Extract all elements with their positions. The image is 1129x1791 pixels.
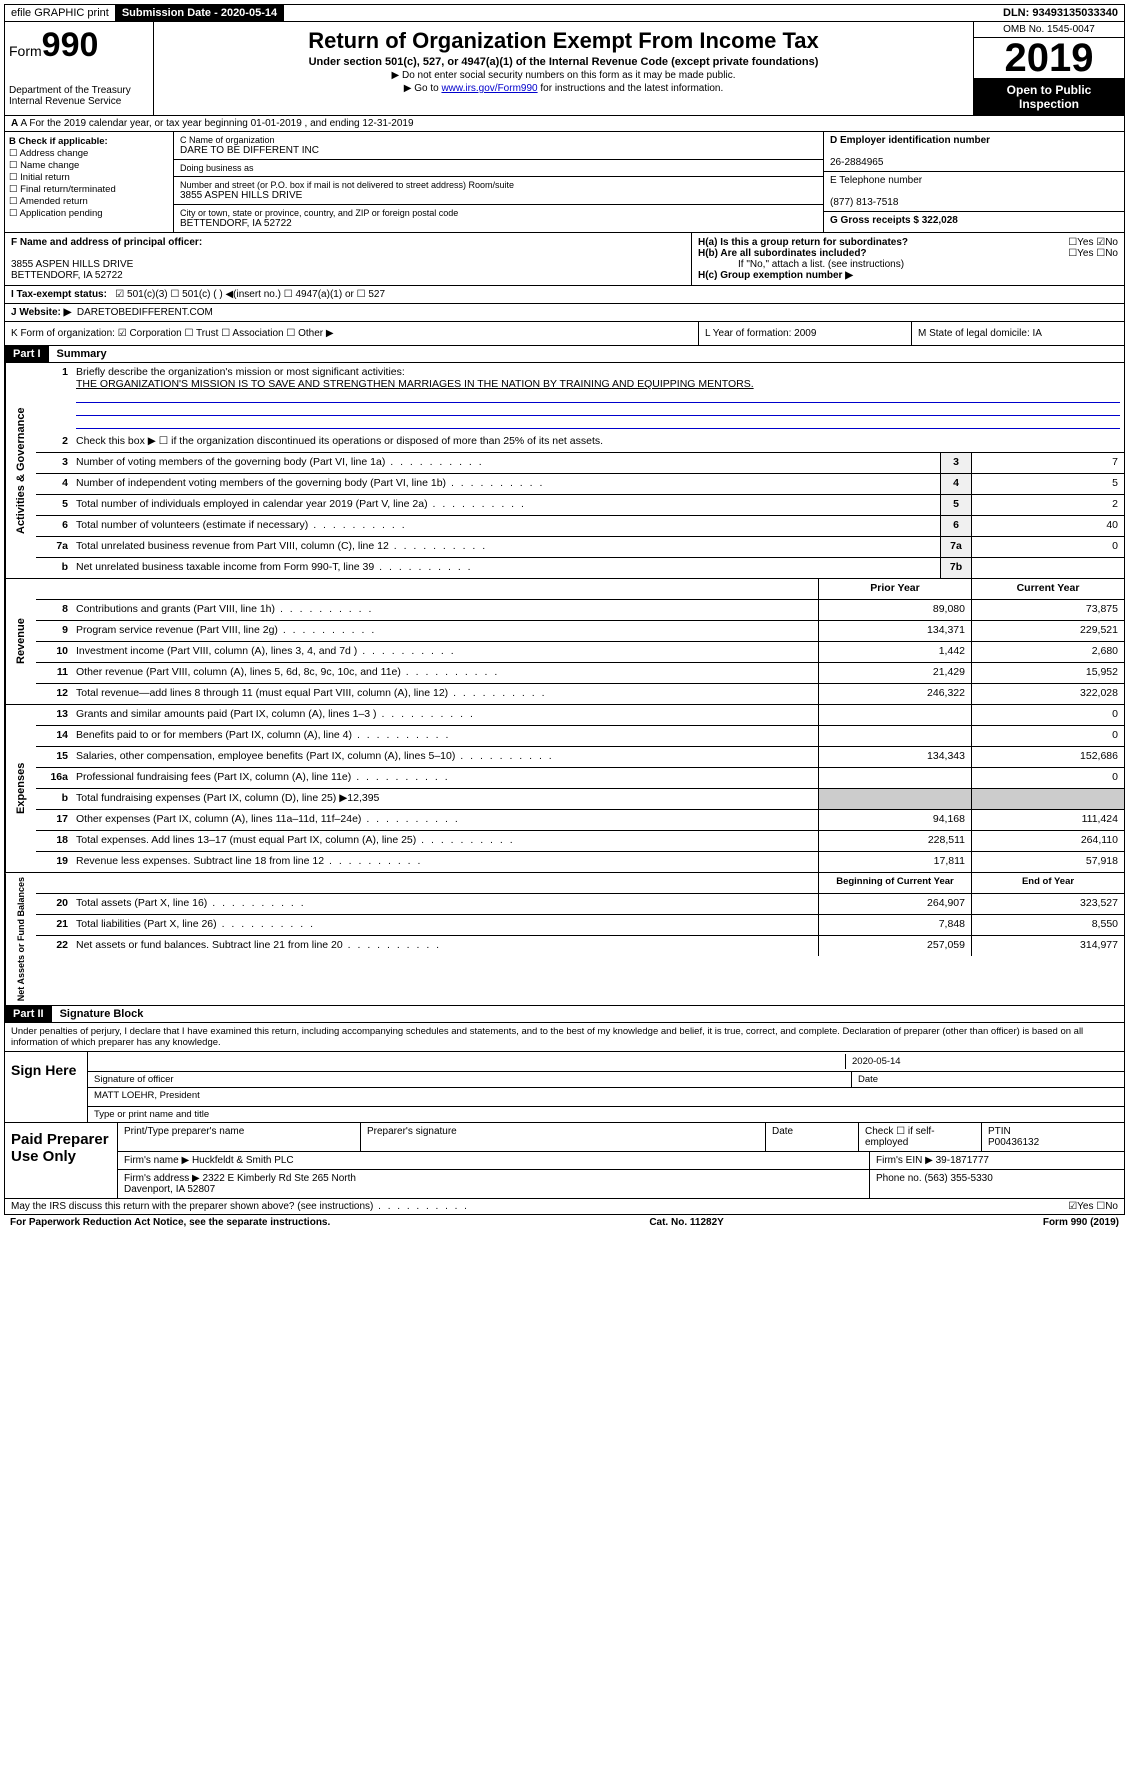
dln: DLN: 93493135033340 bbox=[997, 5, 1124, 21]
discuss-answer[interactable]: ☑Yes ☐No bbox=[1068, 1201, 1118, 1212]
phone-cell: E Telephone number (877) 813-7518 bbox=[824, 172, 1124, 212]
revenue-side-label: Revenue bbox=[5, 579, 36, 704]
exempt-options[interactable]: ☑ 501(c)(3) ☐ 501(c) ( ) ◀(insert no.) ☐… bbox=[115, 289, 385, 300]
governance-side-label: Activities & Governance bbox=[5, 363, 36, 578]
table-row: 19Revenue less expenses. Subtract line 1… bbox=[36, 852, 1124, 872]
netassets-side-label: Net Assets or Fund Balances bbox=[5, 873, 36, 1005]
table-row: 5Total number of individuals employed in… bbox=[36, 495, 1124, 516]
hb-answer[interactable]: ☐Yes ☐No bbox=[1068, 248, 1118, 259]
dept-label: Department of the Treasury Internal Reve… bbox=[9, 85, 149, 107]
perjury-statement: Under penalties of perjury, I declare th… bbox=[4, 1023, 1125, 1052]
table-row: 7aTotal unrelated business revenue from … bbox=[36, 537, 1124, 558]
check-amended[interactable]: ☐ Amended return bbox=[9, 196, 169, 207]
governance-section: Activities & Governance 1 Briefly descri… bbox=[4, 363, 1125, 579]
table-row: 14Benefits paid to or for members (Part … bbox=[36, 726, 1124, 747]
form-title: Return of Organization Exempt From Incom… bbox=[158, 28, 969, 54]
table-row: bTotal fundraising expenses (Part IX, co… bbox=[36, 789, 1124, 810]
netassets-section: Net Assets or Fund Balances Beginning of… bbox=[4, 873, 1125, 1006]
org-name-cell: C Name of organization DARE TO BE DIFFER… bbox=[174, 132, 823, 160]
sign-here-block: Sign Here 2020-05-14 Signature of office… bbox=[4, 1052, 1125, 1123]
paid-preparer-block: Paid Preparer Use Only Print/Type prepar… bbox=[4, 1123, 1125, 1199]
table-row: 3Number of voting members of the governi… bbox=[36, 453, 1124, 474]
form-org-row: K Form of organization: ☑ Corporation ☐ … bbox=[4, 322, 1125, 346]
officer-group-row: F Name and address of principal officer:… bbox=[4, 233, 1125, 286]
check-name-change[interactable]: ☐ Name change bbox=[9, 160, 169, 171]
line-2-checkbox[interactable]: Check this box ▶ ☐ if the organization d… bbox=[72, 432, 1124, 452]
table-row: 13Grants and similar amounts paid (Part … bbox=[36, 705, 1124, 726]
year-formation: L Year of formation: 2009 bbox=[699, 322, 912, 345]
gross-receipts-cell: G Gross receipts $ 322,028 bbox=[824, 212, 1124, 229]
table-row: 18Total expenses. Add lines 13–17 (must … bbox=[36, 831, 1124, 852]
expenses-side-label: Expenses bbox=[5, 705, 36, 872]
table-row: bNet unrelated business taxable income f… bbox=[36, 558, 1124, 578]
street-cell: Number and street (or P.O. box if mail i… bbox=[174, 177, 823, 205]
form-subtitle: Under section 501(c), 527, or 4947(a)(1)… bbox=[158, 56, 969, 68]
table-row: 17Other expenses (Part IX, column (A), l… bbox=[36, 810, 1124, 831]
form-of-org[interactable]: K Form of organization: ☑ Corporation ☐ … bbox=[5, 322, 699, 345]
submission-date: Submission Date - 2020-05-14 bbox=[116, 5, 284, 21]
footer-row: For Paperwork Reduction Act Notice, see … bbox=[4, 1215, 1125, 1230]
top-bar: efile GRAPHIC print Submission Date - 20… bbox=[4, 4, 1125, 22]
discuss-row: May the IRS discuss this return with the… bbox=[4, 1199, 1125, 1215]
col-b-checkboxes: B Check if applicable: ☐ Address change … bbox=[5, 132, 174, 232]
instruction-2: ▶ Go to www.irs.gov/Form990 for instruct… bbox=[158, 83, 969, 94]
paid-preparer-label: Paid Preparer Use Only bbox=[5, 1123, 118, 1198]
tax-exempt-status-row: I Tax-exempt status: ☑ 501(c)(3) ☐ 501(c… bbox=[4, 286, 1125, 304]
ha-answer[interactable]: ☐Yes ☑No bbox=[1068, 237, 1118, 248]
officer-address: 3855 ASPEN HILLS DRIVE BETTENDORF, IA 52… bbox=[11, 259, 133, 281]
website-row: J Website: ▶ DARETOBEDIFFERENT.COM bbox=[4, 304, 1125, 322]
table-row: 15Salaries, other compensation, employee… bbox=[36, 747, 1124, 768]
form-header: Form990 Department of the Treasury Inter… bbox=[4, 22, 1125, 116]
instruction-1: ▶ Do not enter social security numbers o… bbox=[158, 70, 969, 81]
table-row: 9Program service revenue (Part VIII, lin… bbox=[36, 621, 1124, 642]
check-application-pending[interactable]: ☐ Application pending bbox=[9, 208, 169, 219]
self-employed-check[interactable]: Check ☐ if self-employed bbox=[859, 1123, 982, 1151]
officer-name: MATT LOEHR, President bbox=[88, 1088, 1124, 1107]
table-row: 16aProfessional fundraising fees (Part I… bbox=[36, 768, 1124, 789]
tax-year: 2019 bbox=[974, 38, 1124, 79]
table-row: 11Other revenue (Part VIII, column (A), … bbox=[36, 663, 1124, 684]
revenue-section: Revenue Prior Year Current Year 8Contrib… bbox=[4, 579, 1125, 705]
sign-here-label: Sign Here bbox=[5, 1052, 88, 1122]
table-row: 10Investment income (Part VIII, column (… bbox=[36, 642, 1124, 663]
part-2-header: Part II Signature Block bbox=[4, 1006, 1125, 1023]
website-value[interactable]: DARETOBEDIFFERENT.COM bbox=[77, 307, 213, 318]
entity-info: B Check if applicable: ☐ Address change … bbox=[4, 132, 1125, 233]
expenses-section: Expenses 13Grants and similar amounts pa… bbox=[4, 705, 1125, 873]
table-row: 12Total revenue—add lines 8 through 11 (… bbox=[36, 684, 1124, 704]
table-row: 21Total liabilities (Part X, line 26)7,8… bbox=[36, 915, 1124, 936]
table-row: 8Contributions and grants (Part VIII, li… bbox=[36, 600, 1124, 621]
ein-cell: D Employer identification number 26-2884… bbox=[824, 132, 1124, 172]
table-row: 20Total assets (Part X, line 16)264,9073… bbox=[36, 894, 1124, 915]
part-1-header: Part I Summary bbox=[4, 346, 1125, 363]
check-address-change[interactable]: ☐ Address change bbox=[9, 148, 169, 159]
table-row: 6Total number of volunteers (estimate if… bbox=[36, 516, 1124, 537]
table-row: 22Net assets or fund balances. Subtract … bbox=[36, 936, 1124, 956]
check-final-return[interactable]: ☐ Final return/terminated bbox=[9, 184, 169, 195]
dba-cell: Doing business as bbox=[174, 160, 823, 177]
section-a: A A For the 2019 calendar year, or tax y… bbox=[4, 116, 1125, 132]
check-initial-return[interactable]: ☐ Initial return bbox=[9, 172, 169, 183]
efile-link[interactable]: efile GRAPHIC print bbox=[5, 5, 116, 21]
table-row: 4Number of independent voting members of… bbox=[36, 474, 1124, 495]
city-cell: City or town, state or province, country… bbox=[174, 205, 823, 232]
form-number: Form990 bbox=[9, 26, 149, 65]
irs-link[interactable]: www.irs.gov/Form990 bbox=[441, 83, 537, 94]
state-domicile: M State of legal domicile: IA bbox=[912, 322, 1124, 345]
mission-text: THE ORGANIZATION'S MISSION IS TO SAVE AN… bbox=[76, 378, 754, 390]
open-public-badge: Open to Public Inspection bbox=[974, 79, 1124, 115]
